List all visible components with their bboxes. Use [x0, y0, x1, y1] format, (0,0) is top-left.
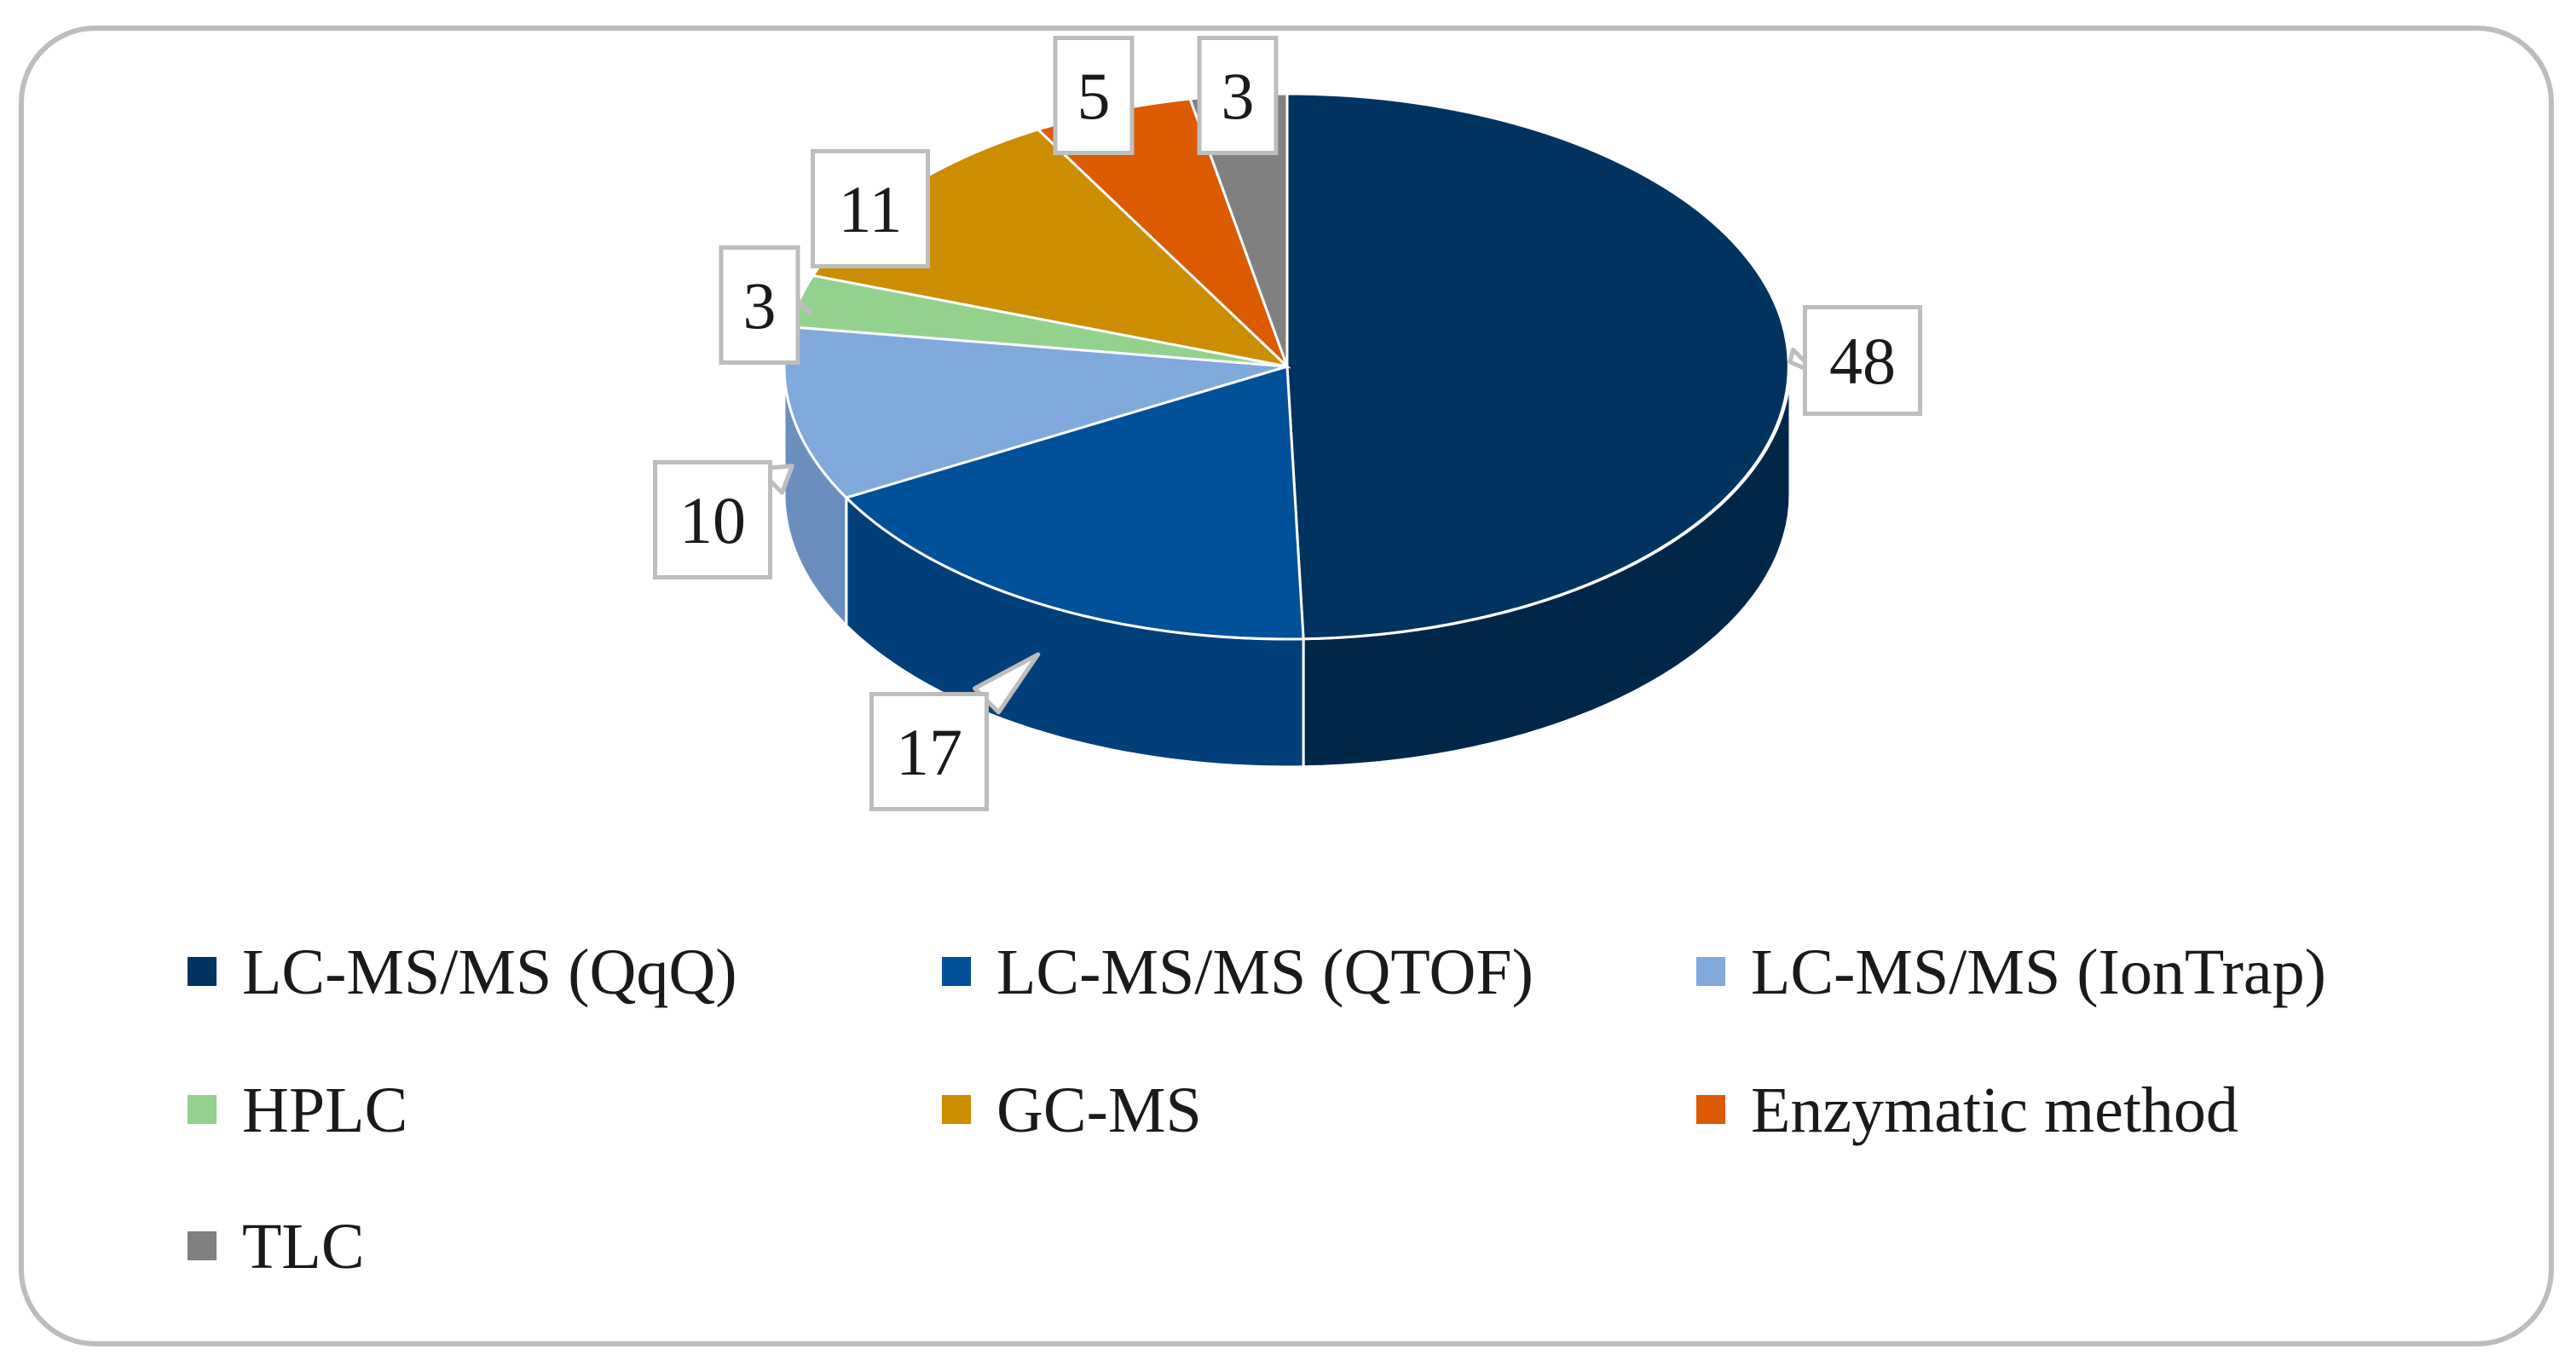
label-box: [719, 245, 800, 365]
pie-slice-lc-ms-ms-qtof: [843, 365, 1305, 641]
legend-item-lc-ms-ms-iontrap: LC-MS/MS (IonTrap): [1696, 937, 2326, 1008]
label-box: [869, 692, 989, 811]
data-label-lc-ms-ms-qqq: 48: [1788, 305, 1922, 416]
legend-item-lc-ms-ms-qqq: LC-MS/MS (QqQ): [188, 937, 737, 1008]
data-label-value: 3: [1222, 59, 1255, 133]
data-label-value: 11: [838, 172, 902, 246]
data-label-value: 10: [679, 483, 746, 557]
data-label-lc-ms-ms-iontrap: 10: [653, 460, 794, 579]
legend-swatch: [188, 957, 217, 986]
legend-label: HPLC: [242, 1075, 407, 1146]
legend-label: GC-MS: [996, 1075, 1202, 1146]
data-labels: 48 17 10 3 11 5 3: [653, 36, 1922, 811]
data-label-hplc: 3: [719, 245, 812, 365]
data-label-enzymatic-method: 5: [1053, 36, 1135, 155]
legend-item-hplc: HPLC: [188, 1075, 407, 1146]
data-label-value: 5: [1077, 59, 1111, 133]
legend-label: LC-MS/MS (QTOF): [996, 937, 1533, 1008]
legend-swatch: [188, 1231, 217, 1260]
legend-swatch: [1696, 957, 1725, 986]
label-box: [1053, 36, 1135, 155]
legend-swatch: [942, 1095, 971, 1124]
legend-item-lc-ms-ms-qtof: LC-MS/MS (QTOF): [942, 937, 1533, 1008]
data-label-value: 48: [1829, 324, 1896, 398]
label-box: [811, 149, 930, 268]
label-box: [1197, 36, 1279, 155]
label-box: [1803, 305, 1922, 416]
data-label-lc-ms-ms-qtof: 17: [869, 652, 1041, 811]
legend-label: Enzymatic method: [1751, 1075, 2238, 1146]
legend-item-tlc: TLC: [188, 1211, 365, 1282]
legend-label: TLC: [242, 1211, 365, 1282]
data-label-tlc: 3: [1197, 36, 1279, 155]
pie-tops: [783, 92, 1790, 641]
legend-label: LC-MS/MS (IonTrap): [1751, 937, 2326, 1008]
data-label-value: 3: [743, 268, 777, 343]
data-label-value: 17: [896, 715, 962, 789]
data-label-gc-ms: 11: [811, 149, 930, 268]
legend-swatch: [1696, 1095, 1725, 1124]
legend-swatch: [942, 957, 971, 986]
legend-swatch: [188, 1095, 217, 1124]
legend-label: LC-MS/MS (QqQ): [242, 937, 737, 1008]
label-box: [653, 460, 772, 579]
legend-item-gc-ms: GC-MS: [942, 1075, 1202, 1146]
legend: LC-MS/MS (QqQ) LC-MS/MS (QTOF) LC-MS/MS (I…: [188, 937, 2326, 1282]
legend-item-enzymatic-method: Enzymatic method: [1696, 1075, 2238, 1146]
